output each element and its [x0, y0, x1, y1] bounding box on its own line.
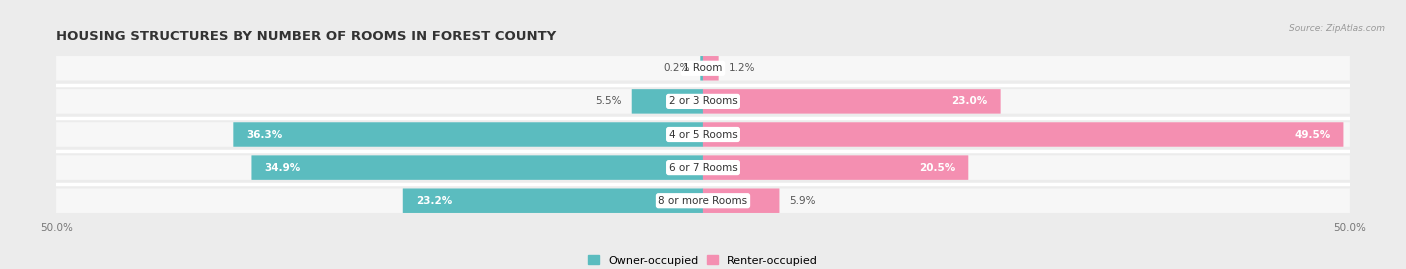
Text: 2 or 3 Rooms: 2 or 3 Rooms — [669, 96, 737, 107]
Text: 0.2%: 0.2% — [664, 63, 690, 73]
FancyBboxPatch shape — [233, 122, 703, 147]
Text: 20.5%: 20.5% — [920, 162, 955, 173]
FancyBboxPatch shape — [703, 56, 718, 80]
Text: 23.0%: 23.0% — [952, 96, 987, 107]
FancyBboxPatch shape — [56, 56, 1350, 80]
FancyBboxPatch shape — [56, 155, 1350, 180]
FancyBboxPatch shape — [56, 189, 1350, 213]
Text: 23.2%: 23.2% — [416, 196, 453, 206]
FancyBboxPatch shape — [703, 89, 1001, 114]
FancyBboxPatch shape — [402, 189, 703, 213]
Legend: Owner-occupied, Renter-occupied: Owner-occupied, Renter-occupied — [583, 251, 823, 269]
Text: Source: ZipAtlas.com: Source: ZipAtlas.com — [1289, 24, 1385, 33]
FancyBboxPatch shape — [703, 155, 969, 180]
FancyBboxPatch shape — [252, 155, 703, 180]
FancyBboxPatch shape — [703, 189, 779, 213]
FancyBboxPatch shape — [56, 122, 1350, 147]
FancyBboxPatch shape — [703, 122, 1343, 147]
FancyBboxPatch shape — [631, 89, 703, 114]
Text: 36.3%: 36.3% — [246, 129, 283, 140]
Text: 5.9%: 5.9% — [790, 196, 815, 206]
Text: HOUSING STRUCTURES BY NUMBER OF ROOMS IN FOREST COUNTY: HOUSING STRUCTURES BY NUMBER OF ROOMS IN… — [56, 30, 557, 43]
Text: 4 or 5 Rooms: 4 or 5 Rooms — [669, 129, 737, 140]
Text: 34.9%: 34.9% — [264, 162, 301, 173]
Text: 5.5%: 5.5% — [595, 96, 621, 107]
Text: 1 Room: 1 Room — [683, 63, 723, 73]
FancyBboxPatch shape — [700, 56, 703, 80]
FancyBboxPatch shape — [56, 89, 1350, 114]
Text: 49.5%: 49.5% — [1294, 129, 1330, 140]
Text: 1.2%: 1.2% — [728, 63, 755, 73]
Text: 6 or 7 Rooms: 6 or 7 Rooms — [669, 162, 737, 173]
Text: 8 or more Rooms: 8 or more Rooms — [658, 196, 748, 206]
